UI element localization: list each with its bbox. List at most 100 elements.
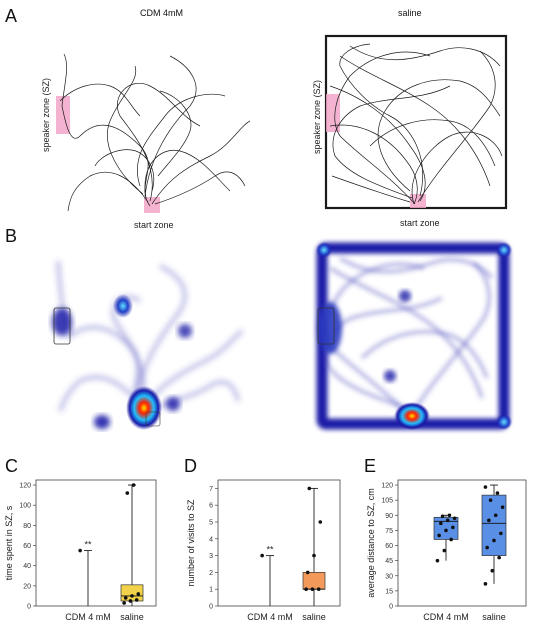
panel-d-xlabel-0: CDM 4 mM bbox=[247, 612, 293, 622]
panel-letter-c: C bbox=[5, 456, 18, 476]
panel-e-xlabel-1: saline bbox=[482, 612, 506, 622]
panel-c-ylabel: time spent in SZ, s bbox=[4, 505, 14, 580]
panel-d-point bbox=[304, 587, 308, 591]
panel-e-point bbox=[485, 545, 489, 550]
panel-c-ytick-label: 80 bbox=[23, 523, 31, 530]
panel-c-ytick-label: 0 bbox=[27, 604, 31, 611]
speaker-zone-outline-left bbox=[53, 307, 71, 345]
panel-c-point bbox=[134, 598, 139, 602]
panel-e-point bbox=[445, 518, 450, 523]
heatmap-blob-left-1 bbox=[52, 308, 72, 336]
panel-letter-d: D bbox=[184, 456, 197, 476]
panel-e-point bbox=[440, 514, 445, 519]
heatmap-blob-right-2 bbox=[384, 370, 396, 382]
panel-c-xlabel-1: saline bbox=[120, 612, 144, 622]
panel-e-point bbox=[500, 505, 505, 510]
panel-d-ytick-label: 1 bbox=[209, 587, 213, 594]
panel-b-heatmap-right bbox=[316, 242, 512, 430]
heatmap-corner-tl bbox=[316, 242, 332, 258]
panel-e-point bbox=[437, 533, 441, 538]
panel-a-left-title: CDM 4mM bbox=[140, 8, 183, 18]
panel-e-point bbox=[488, 498, 493, 502]
panel-b-heatmap-left bbox=[52, 260, 244, 430]
panel-e-plot-frame bbox=[397, 479, 527, 607]
panel-letter-b: B bbox=[5, 226, 18, 246]
panel-e-point bbox=[442, 548, 447, 553]
panel-e-ytick-label: 105 bbox=[381, 498, 393, 505]
panel-d-ytick-label: 3 bbox=[209, 553, 213, 560]
panel-c-ytick-label: 40 bbox=[23, 563, 31, 570]
panel-c-point bbox=[122, 601, 126, 605]
panel-letter-e: E bbox=[364, 456, 377, 476]
panel-c-ytick-label: 100 bbox=[19, 503, 31, 510]
panel-d-ytick-label: 0 bbox=[209, 604, 213, 611]
panel-e-point bbox=[444, 528, 448, 533]
heatmap-blob-left-3 bbox=[178, 324, 192, 338]
panel-e-ytick-label: 30 bbox=[385, 573, 393, 580]
start-zone-label-right: start zone bbox=[400, 218, 440, 228]
panel-e-point bbox=[490, 568, 495, 573]
panel-e-point bbox=[451, 525, 455, 530]
panel-e-box-1 bbox=[481, 494, 507, 556]
panel-d-ytick-label: 4 bbox=[209, 536, 213, 543]
panel-e-ytick-label: 45 bbox=[385, 558, 393, 565]
panel-c-ytick-label: 120 bbox=[19, 483, 31, 490]
heatmap-blob-left-2 bbox=[113, 294, 133, 318]
panel-c-plot-frame bbox=[35, 479, 157, 607]
panel-d-point bbox=[312, 553, 316, 558]
panel-e-point bbox=[493, 513, 498, 518]
panel-d-ytick-label: 2 bbox=[209, 570, 213, 577]
panel-c-point bbox=[128, 599, 133, 603]
panel-c-point bbox=[125, 491, 130, 495]
panel-c-point bbox=[78, 548, 82, 553]
panel-d-point bbox=[310, 587, 315, 591]
panel-e-point bbox=[483, 582, 488, 586]
panel-c-point bbox=[136, 592, 141, 596]
heatmap-blob-left-5 bbox=[166, 397, 180, 411]
arena-heat-border-right bbox=[316, 242, 510, 430]
panel-d-significance: ** bbox=[266, 545, 274, 555]
speaker-zone-label-left: speaker zone (SZ) bbox=[41, 78, 51, 152]
panel-e-ytick-label: 60 bbox=[385, 543, 393, 550]
panel-d-ylabel: number of visits to SZ bbox=[186, 499, 196, 587]
heatmap-speaker-blob-right bbox=[318, 302, 342, 354]
panel-e-ytick-label: 0 bbox=[389, 604, 393, 611]
panel-c-point bbox=[123, 596, 128, 600]
panel-c-xlabel-0: CDM 4 mM bbox=[65, 612, 111, 622]
arena-box-right bbox=[324, 34, 508, 210]
trajectory-tracks-right bbox=[329, 43, 503, 205]
panel-e-point bbox=[497, 555, 501, 560]
heatmap-corner-tr bbox=[496, 242, 512, 258]
panel-e-point bbox=[487, 518, 491, 523]
heatmap-blob-left-4 bbox=[94, 415, 110, 429]
panel-d-point bbox=[318, 520, 323, 524]
panel-c-significance: ** bbox=[84, 540, 92, 550]
panel-d-point bbox=[307, 486, 312, 491]
panel-e-point bbox=[449, 537, 453, 542]
panel-e-point bbox=[447, 513, 452, 518]
heatmap-hotspot-left bbox=[126, 386, 162, 430]
panel-a-right-trajectory: speaker zone (SZ) start zone bbox=[312, 34, 508, 228]
panel-d-point bbox=[305, 570, 310, 575]
panel-d-point bbox=[316, 587, 321, 591]
panel-e-point bbox=[483, 485, 488, 489]
panel-e-ytick-label: 15 bbox=[385, 588, 393, 595]
panel-e-xlabel-0: CDM 4 mM bbox=[423, 612, 469, 622]
panel-e-point bbox=[492, 538, 496, 543]
trajectory-tracks-left bbox=[59, 53, 251, 212]
panel-c-point bbox=[131, 483, 136, 487]
panel-e-point bbox=[439, 521, 443, 526]
start-zone-left bbox=[144, 197, 160, 213]
panel-letter-a: A bbox=[5, 6, 18, 26]
panel-e-ytick-label: 120 bbox=[381, 483, 393, 490]
panel-e-boxplot: 0 15 30 45 60 75 90 105 120 average distance to S… bbox=[366, 479, 527, 622]
panel-d-plot-frame bbox=[217, 479, 341, 607]
panel-d-boxplot: 0 1 2 3 4 5 6 7 number of visits to SZ CDM 4 mM sa… bbox=[186, 479, 341, 622]
panel-d-point bbox=[260, 553, 264, 558]
panel-d-xlabel-1: saline bbox=[302, 612, 326, 622]
panel-d-ytick-label: 5 bbox=[209, 520, 213, 527]
panel-a-left-trajectory: speaker zone (SZ) start zone bbox=[41, 53, 251, 230]
panel-e-point bbox=[495, 491, 500, 495]
panel-a-right-title: saline bbox=[398, 8, 422, 18]
panel-d-box-1 bbox=[302, 572, 326, 590]
